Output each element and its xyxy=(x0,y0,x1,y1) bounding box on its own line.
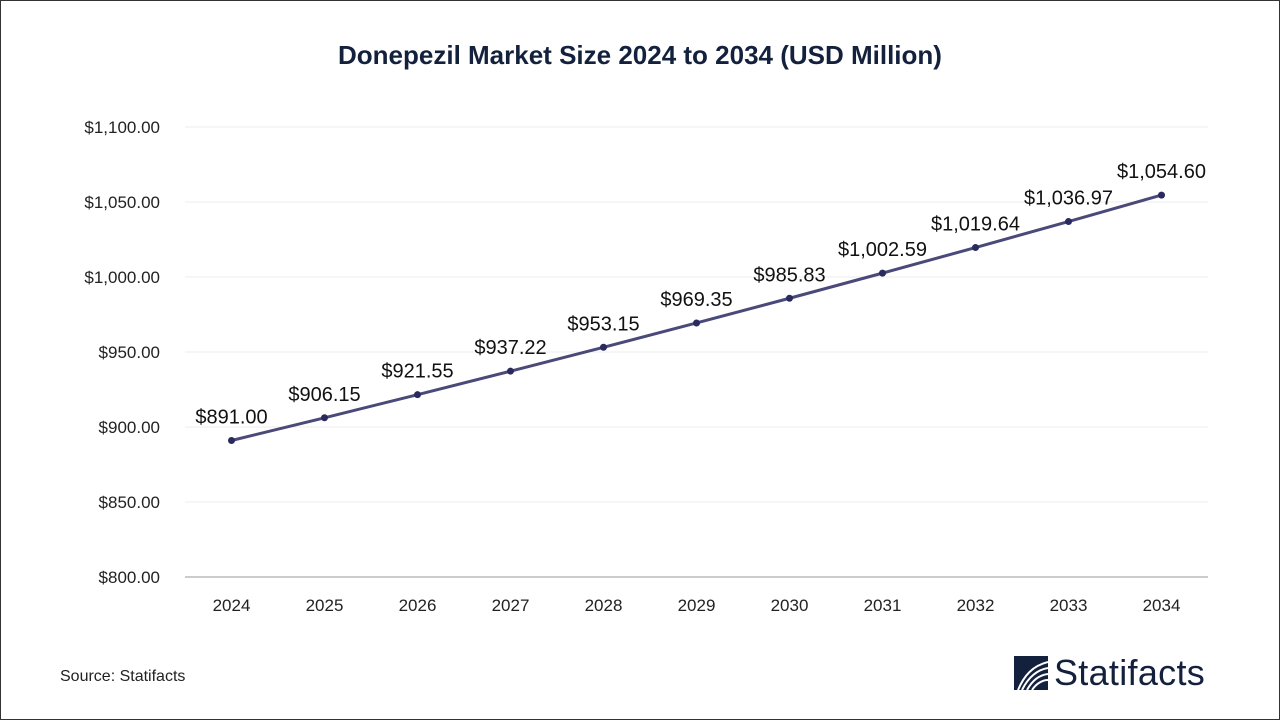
data-label: $1,054.60 xyxy=(1117,161,1206,183)
y-tick-label: $1,000.00 xyxy=(84,268,160,287)
logo-text: Statifacts xyxy=(1054,652,1206,693)
x-tick-label: 2027 xyxy=(492,596,530,615)
data-point xyxy=(507,367,514,375)
x-tick-label: 2030 xyxy=(771,596,809,615)
data-point xyxy=(600,343,607,351)
data-label: $906.15 xyxy=(288,384,360,406)
source-note: Source: Statifacts xyxy=(60,668,186,685)
y-tick-label: $950.00 xyxy=(99,343,160,362)
chart-title: Donepezil Market Size 2024 to 2034 (USD … xyxy=(338,40,942,70)
statifacts-logo: Statifacts xyxy=(1014,652,1205,694)
x-tick-label: 2032 xyxy=(957,596,995,615)
x-tick-label: 2025 xyxy=(306,596,344,615)
x-tick-label: 2028 xyxy=(585,596,623,615)
x-tick-label: 2034 xyxy=(1143,596,1181,615)
y-tick-label: $1,050.00 xyxy=(84,193,160,212)
y-tick-label: $1,100.00 xyxy=(84,118,160,137)
data-point xyxy=(321,414,328,422)
data-point xyxy=(972,244,979,252)
data-label: $937.22 xyxy=(474,337,546,359)
x-tick-label: 2033 xyxy=(1050,596,1088,615)
data-point xyxy=(1158,191,1165,199)
data-label: $969.35 xyxy=(660,289,732,311)
data-point xyxy=(414,391,421,399)
y-tick-label: $900.00 xyxy=(99,418,160,437)
data-point xyxy=(879,269,886,277)
data-label: $1,019.64 xyxy=(931,214,1020,236)
data-label: $1,036.97 xyxy=(1024,188,1113,210)
y-tick-label: $800.00 xyxy=(99,568,160,587)
data-point xyxy=(228,437,235,444)
data-point xyxy=(693,319,700,327)
data-point xyxy=(786,294,793,302)
data-label: $985.83 xyxy=(753,264,825,286)
x-tick-label: 2024 xyxy=(213,596,251,615)
data-point xyxy=(1065,218,1072,226)
x-tick-label: 2026 xyxy=(399,596,437,615)
x-tick-label: 2031 xyxy=(864,596,902,615)
x-tick-label: 2029 xyxy=(678,596,716,615)
statifacts-logo-icon xyxy=(1014,656,1048,690)
data-label: $1,002.59 xyxy=(838,239,927,261)
y-tick-label: $850.00 xyxy=(99,493,160,512)
series-line xyxy=(231,193,1162,442)
data-label: $921.55 xyxy=(381,361,453,383)
data-label: $891.00 xyxy=(195,407,267,429)
data-label: $953.15 xyxy=(567,313,639,335)
